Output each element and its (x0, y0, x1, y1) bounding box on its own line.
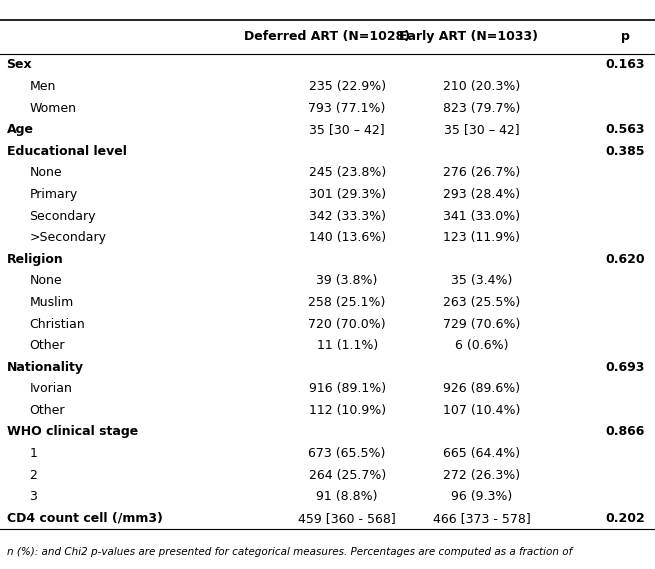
Text: Educational level: Educational level (7, 145, 126, 158)
Text: 210 (20.3%): 210 (20.3%) (443, 80, 520, 93)
Text: 301 (29.3%): 301 (29.3%) (309, 188, 386, 201)
Text: 35 [30 – 42]: 35 [30 – 42] (309, 123, 385, 136)
Text: 916 (89.1%): 916 (89.1%) (309, 382, 386, 395)
Text: 272 (26.3%): 272 (26.3%) (443, 469, 520, 482)
Text: 459 [360 - 568]: 459 [360 - 568] (298, 512, 396, 525)
Text: 729 (70.6%): 729 (70.6%) (443, 318, 520, 331)
Text: 123 (11.9%): 123 (11.9%) (443, 231, 520, 244)
Text: 0.385: 0.385 (606, 145, 645, 158)
Text: 264 (25.7%): 264 (25.7%) (309, 469, 386, 482)
Text: Christian: Christian (29, 318, 85, 331)
Text: 1: 1 (29, 447, 37, 460)
Text: Deferred ART (N=1028): Deferred ART (N=1028) (244, 31, 411, 43)
Text: 341 (33.0%): 341 (33.0%) (443, 209, 520, 222)
Text: 823 (79.7%): 823 (79.7%) (443, 101, 520, 114)
Text: 96 (9.3%): 96 (9.3%) (451, 490, 512, 503)
Text: 39 (3.8%): 39 (3.8%) (316, 274, 378, 287)
Text: 673 (65.5%): 673 (65.5%) (309, 447, 386, 460)
Text: 0.866: 0.866 (606, 426, 645, 439)
Text: n (%): and Chi2 p-values are presented for categorical measures. Percentages are: n (%): and Chi2 p-values are presented f… (7, 547, 572, 557)
Text: 2: 2 (29, 469, 37, 482)
Text: Nationality: Nationality (7, 361, 84, 374)
Text: None: None (29, 274, 62, 287)
Text: 235 (22.9%): 235 (22.9%) (309, 80, 386, 93)
Text: 720 (70.0%): 720 (70.0%) (309, 318, 386, 331)
Text: 293 (28.4%): 293 (28.4%) (443, 188, 520, 201)
Text: >Secondary: >Secondary (29, 231, 107, 244)
Text: 263 (25.5%): 263 (25.5%) (443, 296, 520, 309)
Text: Early ART (N=1033): Early ART (N=1033) (399, 31, 538, 43)
Text: 0.202: 0.202 (606, 512, 645, 525)
Text: 276 (26.7%): 276 (26.7%) (443, 166, 520, 179)
Text: Religion: Religion (7, 253, 64, 266)
Text: Age: Age (7, 123, 33, 136)
Text: WHO clinical stage: WHO clinical stage (7, 426, 138, 439)
Text: Muslim: Muslim (29, 296, 74, 309)
Text: None: None (29, 166, 62, 179)
Text: 6 (0.6%): 6 (0.6%) (455, 339, 508, 352)
Text: 0.620: 0.620 (606, 253, 645, 266)
Text: Ivorian: Ivorian (29, 382, 72, 395)
Text: 342 (33.3%): 342 (33.3%) (309, 209, 386, 222)
Text: 35 (3.4%): 35 (3.4%) (451, 274, 512, 287)
Text: 3: 3 (29, 490, 37, 503)
Text: 258 (25.1%): 258 (25.1%) (309, 296, 386, 309)
Text: 35 [30 – 42]: 35 [30 – 42] (443, 123, 519, 136)
Text: 0.563: 0.563 (606, 123, 645, 136)
Text: 245 (23.8%): 245 (23.8%) (309, 166, 386, 179)
Text: 466 [373 - 578]: 466 [373 - 578] (432, 512, 531, 525)
Text: 665 (64.4%): 665 (64.4%) (443, 447, 520, 460)
Text: Sex: Sex (7, 59, 32, 71)
Text: 107 (10.4%): 107 (10.4%) (443, 404, 520, 417)
Text: 140 (13.6%): 140 (13.6%) (309, 231, 386, 244)
Text: 793 (77.1%): 793 (77.1%) (309, 101, 386, 114)
Text: Primary: Primary (29, 188, 78, 201)
Text: 0.163: 0.163 (606, 59, 645, 71)
Text: 926 (89.6%): 926 (89.6%) (443, 382, 520, 395)
Text: Other: Other (29, 404, 65, 417)
Text: 0.693: 0.693 (606, 361, 645, 374)
Text: Secondary: Secondary (29, 209, 96, 222)
Text: Men: Men (29, 80, 56, 93)
Text: Other: Other (29, 339, 65, 352)
Text: 91 (8.8%): 91 (8.8%) (316, 490, 378, 503)
Text: p: p (621, 31, 630, 43)
Text: 112 (10.9%): 112 (10.9%) (309, 404, 386, 417)
Text: 11 (1.1%): 11 (1.1%) (316, 339, 378, 352)
Text: CD4 count cell (/mm3): CD4 count cell (/mm3) (7, 512, 162, 525)
Text: Women: Women (29, 101, 77, 114)
